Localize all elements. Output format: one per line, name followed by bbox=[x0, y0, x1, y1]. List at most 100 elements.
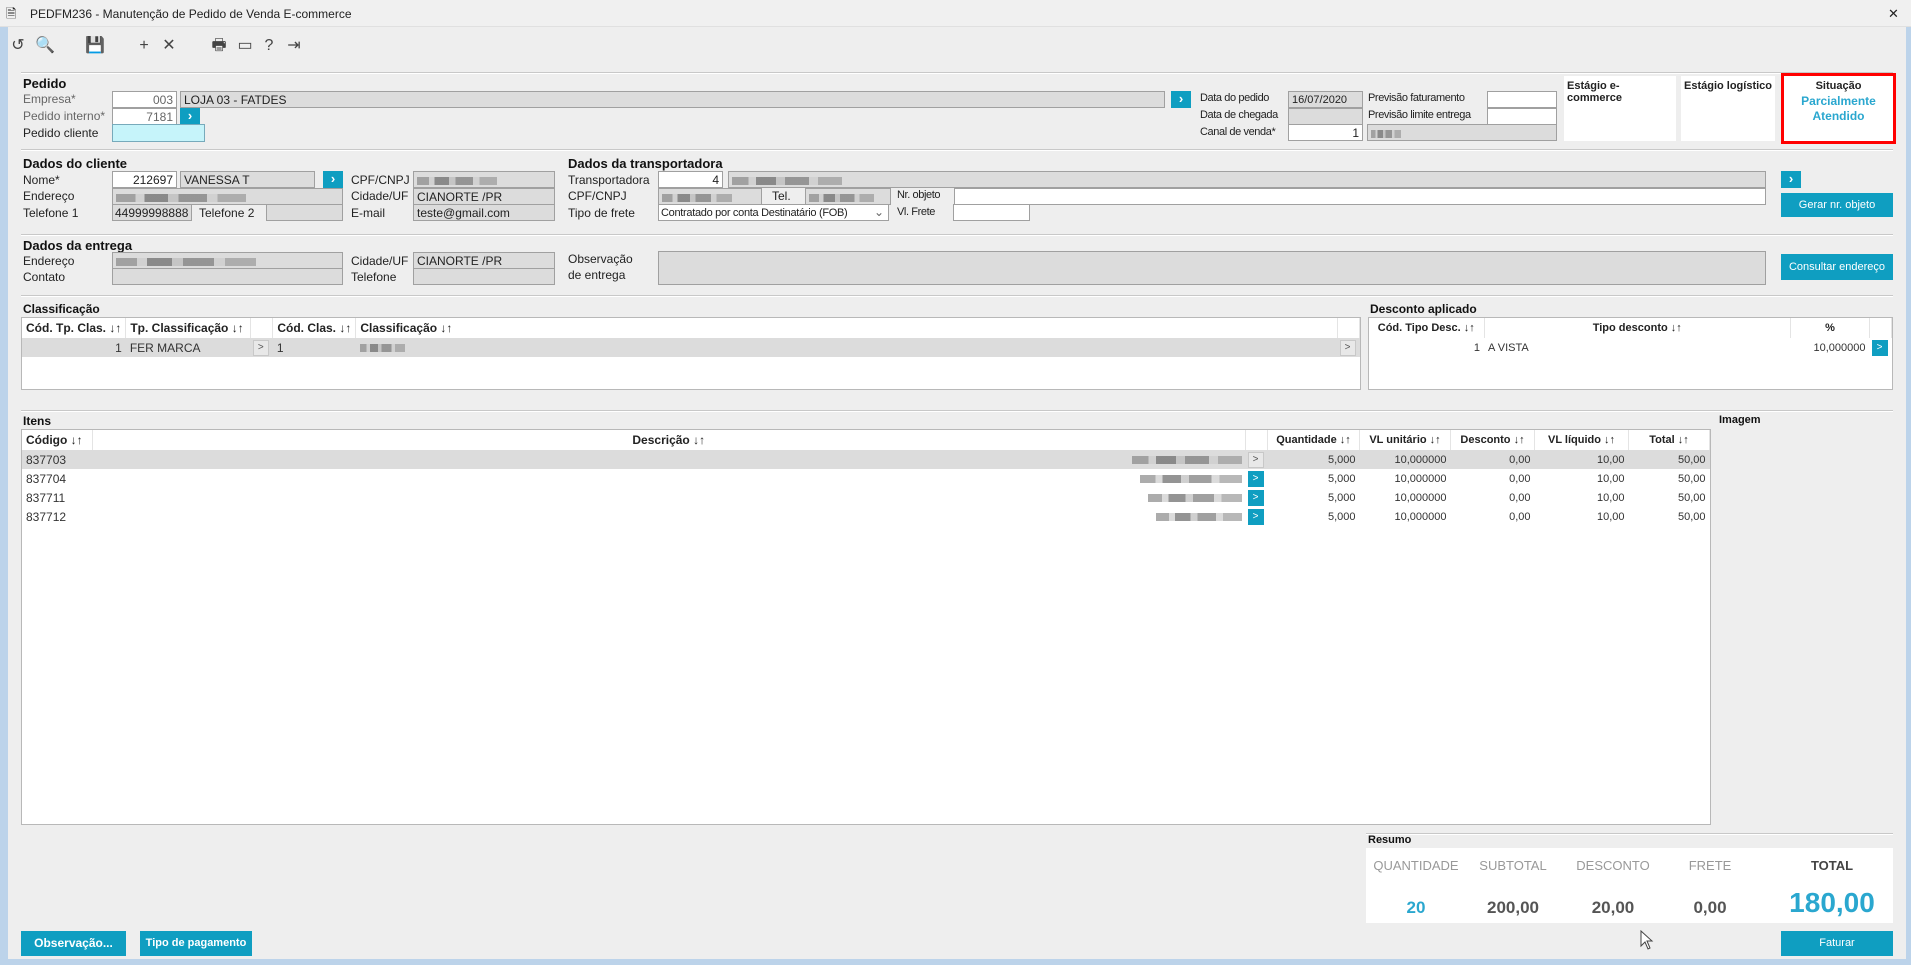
section-title-transportadora: Dados da transportadora bbox=[568, 156, 723, 171]
col-descricao[interactable]: Descrição ↓↑ bbox=[92, 430, 1246, 450]
previsao-faturamento-field[interactable] bbox=[1487, 91, 1557, 108]
cliente-lookup-button[interactable]: › bbox=[323, 171, 343, 188]
telefone1-field: 44999998888 bbox=[112, 204, 192, 221]
cliente-code-field[interactable]: 212697 bbox=[112, 171, 177, 188]
cell-qtd: 5,000 bbox=[1327, 491, 1356, 504]
cell-pct: 10,000000 bbox=[1813, 341, 1866, 354]
mouse-cursor-icon bbox=[1640, 930, 1654, 950]
pedido-interno-field[interactable]: 7181 bbox=[112, 108, 177, 125]
cell-unit: 10,000000 bbox=[1394, 472, 1447, 485]
section-title-classificacao: Classificação bbox=[23, 302, 100, 316]
table-row[interactable]: 837703 >5,000 10,000000 0,00 10,00 50,00 bbox=[22, 450, 1710, 469]
previsao-entrega-field[interactable] bbox=[1487, 108, 1557, 125]
data-pedido-label: Data do pedido bbox=[1200, 92, 1270, 104]
exit-icon[interactable]: ⇥ bbox=[287, 37, 301, 54]
table-row[interactable]: 1 FER MARCA >1 > bbox=[22, 338, 1360, 357]
row-expand-button[interactable]: > bbox=[1247, 509, 1264, 525]
resumo-quantidade: 20 bbox=[1406, 898, 1426, 917]
table-row[interactable]: 837712 >5,000 10,000000 0,00 10,00 50,00 bbox=[22, 507, 1710, 526]
col-cod-tp-clas[interactable]: Cód. Tp. Clas. ↓↑ bbox=[22, 318, 127, 338]
row-expand-button[interactable]: > bbox=[1247, 452, 1264, 468]
table-row[interactable]: 1 A VISTA 10,000000 > bbox=[1369, 338, 1892, 357]
print-icon[interactable]: 🖶 bbox=[211, 37, 227, 54]
divider bbox=[21, 72, 1893, 74]
calendar-icon[interactable]: ▭ bbox=[237, 37, 253, 54]
cell-unit: 10,000000 bbox=[1394, 510, 1447, 523]
col-vl-unitario[interactable]: VL unitário ↓↑ bbox=[1359, 430, 1451, 450]
col-vl-liquido[interactable]: VL líquido ↓↑ bbox=[1534, 430, 1629, 450]
row-expand-button[interactable]: > bbox=[1247, 490, 1264, 506]
undo-icon[interactable]: ↺ bbox=[11, 37, 25, 54]
help-icon[interactable]: ? bbox=[264, 37, 274, 54]
section-title-itens: Itens bbox=[23, 414, 52, 428]
empresa-lookup-button[interactable]: › bbox=[1171, 91, 1191, 108]
cell-liq: 10,00 bbox=[1534, 450, 1629, 469]
data-pedido-field: 16/07/2020 bbox=[1288, 91, 1363, 108]
row-expand-button[interactable]: > bbox=[252, 340, 269, 356]
estagio-ecommerce-label: Estágio e-commerce bbox=[1567, 80, 1623, 104]
situacao-panel: Situação Parcialmente Atendido bbox=[1781, 73, 1896, 144]
search-icon[interactable]: 🔍 bbox=[35, 37, 55, 54]
col-cod-tipo-desc[interactable]: Cód. Tipo Desc. ↓↑ bbox=[1369, 318, 1485, 338]
cidade-field: CIANORTE /PR bbox=[413, 188, 555, 205]
col-classificacao[interactable]: Classificação ↓↑ bbox=[355, 318, 1338, 338]
document-icon: 🗎 bbox=[6, 6, 17, 21]
divider bbox=[21, 295, 1893, 297]
col-percent[interactable]: % bbox=[1790, 318, 1870, 338]
delete-icon[interactable]: ✕ bbox=[162, 37, 176, 54]
tipo-frete-select[interactable]: Contratado por conta Destinatário (FOB) … bbox=[658, 204, 889, 221]
col-tipo-desconto[interactable]: Tipo desconto ↓↑ bbox=[1484, 318, 1791, 338]
transportadora-lookup-button[interactable]: › bbox=[1781, 171, 1801, 188]
col-total[interactable]: Total ↓↑ bbox=[1628, 430, 1710, 450]
col-codigo[interactable]: Código ↓↑ bbox=[22, 430, 93, 450]
cell-total: 50,00 bbox=[1677, 491, 1706, 504]
tel-label: Tel. bbox=[772, 189, 791, 203]
entrega-telefone-field bbox=[413, 268, 555, 285]
data-chegada-field bbox=[1288, 108, 1363, 125]
empresa-code-field[interactable]: 003 bbox=[112, 91, 177, 108]
obs-entrega-label: Observação bbox=[568, 252, 633, 266]
consultar-endereco-button[interactable]: Consultar endereço bbox=[1781, 254, 1893, 280]
empresa-name-field: LOJA 03 - FATDES bbox=[180, 91, 1165, 108]
col-desconto[interactable]: Desconto ↓↑ bbox=[1450, 430, 1535, 450]
observacao-button[interactable]: Observação... bbox=[21, 931, 126, 956]
cell-codigo: 837704 bbox=[26, 471, 67, 486]
add-icon[interactable]: + bbox=[139, 37, 149, 54]
faturar-button[interactable]: Faturar bbox=[1781, 931, 1893, 956]
canal-venda-field[interactable]: 1 bbox=[1288, 124, 1363, 141]
entrega-cidade-field: CIANORTE /PR bbox=[413, 252, 555, 269]
tipo-pagamento-button[interactable]: Tipo de pagamento bbox=[140, 931, 252, 956]
nr-objeto-field[interactable] bbox=[954, 188, 1766, 205]
divider bbox=[1366, 833, 1893, 835]
pedido-cliente-field[interactable] bbox=[112, 124, 205, 142]
table-row[interactable]: 837704 >5,000 10,000000 0,00 10,00 50,00 bbox=[22, 469, 1710, 488]
resumo-quantidade-label: QUANTIDADE bbox=[1373, 858, 1459, 873]
transportadora-code-field[interactable]: 4 bbox=[658, 171, 723, 188]
gerar-nr-objeto-button[interactable]: Gerar nr. objeto bbox=[1781, 193, 1893, 217]
row-lookup-button[interactable]: > bbox=[1339, 340, 1356, 356]
row-lookup-button[interactable]: > bbox=[1871, 340, 1888, 356]
pedido-interno-lookup-button[interactable]: › bbox=[180, 108, 200, 125]
vl-frete-field[interactable] bbox=[953, 204, 1030, 221]
situacao-label: Situação bbox=[1815, 80, 1862, 92]
cell-total: 50,00 bbox=[1677, 510, 1706, 523]
cpf-label: CPF/CNPJ bbox=[351, 173, 410, 187]
transp-cpf-label: CPF/CNPJ bbox=[568, 189, 627, 203]
telefone1-label: Telefone 1 bbox=[23, 206, 79, 220]
estagio-ecommerce-panel: Estágio e-commerce bbox=[1564, 76, 1676, 141]
table-row[interactable]: 837711 >5,000 10,000000 0,00 10,00 50,00 bbox=[22, 488, 1710, 507]
empresa-label: Empresa* bbox=[23, 92, 76, 106]
resumo-frete: 0,00 bbox=[1693, 898, 1727, 917]
cell-desc: 0,00 bbox=[1509, 491, 1531, 504]
close-icon[interactable]: ✕ bbox=[1888, 6, 1899, 21]
row-expand-button[interactable]: > bbox=[1247, 471, 1264, 487]
entrega-endereco-label: Endereço bbox=[23, 254, 75, 268]
col-cod-clas[interactable]: Cód. Clas. ↓↑ bbox=[272, 318, 357, 338]
situacao-value: Parcialmente Atendido bbox=[1801, 94, 1876, 123]
col-quantidade[interactable]: Quantidade ↓↑ bbox=[1267, 430, 1360, 450]
section-title-pedido: Pedido bbox=[23, 76, 67, 91]
resumo-desconto-label: DESCONTO bbox=[1576, 858, 1650, 873]
col-tp-classificacao[interactable]: Tp. Classificação ↓↑ bbox=[125, 318, 252, 338]
window-title: PEDFM236 - Manutenção de Pedido de Venda… bbox=[30, 7, 352, 21]
save-icon[interactable]: 💾 bbox=[85, 37, 105, 54]
